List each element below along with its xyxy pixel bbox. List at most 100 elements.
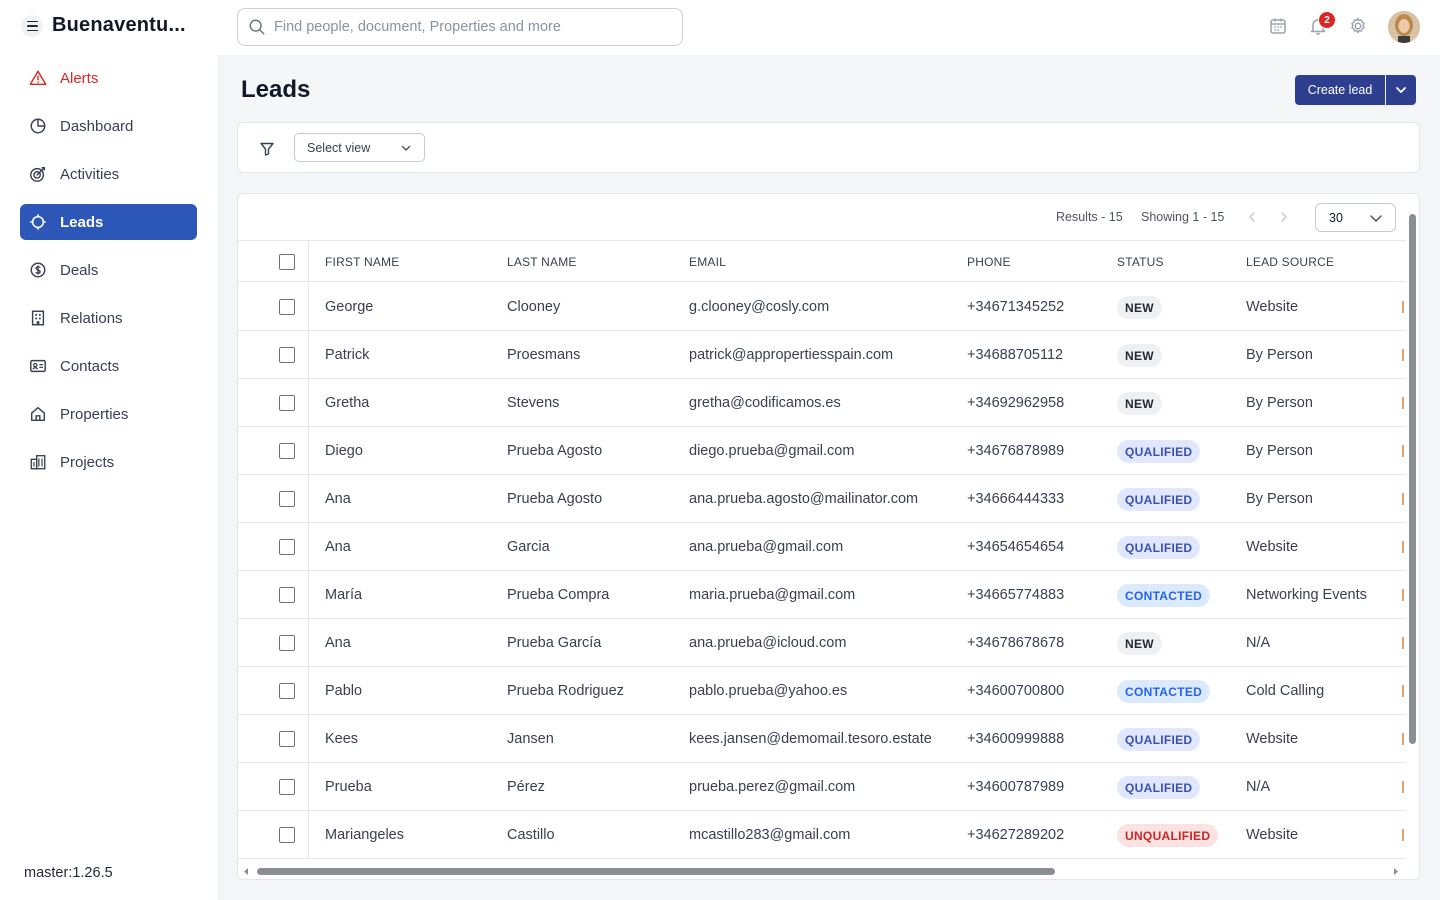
column-divider — [308, 379, 309, 426]
truncated-column-marker — [1402, 445, 1404, 457]
avatar[interactable] — [1388, 11, 1420, 43]
select-view-dropdown[interactable]: Select view — [294, 133, 425, 162]
chevron-right-icon[interactable] — [1278, 210, 1290, 224]
calendar-icon[interactable] — [1268, 16, 1288, 36]
version-label: master:1.26.5 — [24, 865, 113, 881]
cell-first-name: Kees — [325, 731, 359, 747]
column-header-phone[interactable]: PHONE — [967, 255, 1011, 269]
page-title: Leads — [241, 76, 311, 103]
sidebar-item-relations[interactable]: Relations — [20, 300, 197, 336]
chevron-down-icon — [1370, 215, 1382, 222]
vertical-scrollbar[interactable] — [1406, 200, 1419, 860]
table-row[interactable]: Mariangeles Castillo mcastillo283@gmail.co… — [238, 811, 1406, 859]
horizontal-scrollbar[interactable] — [238, 864, 1406, 878]
column-header-status[interactable]: STATUS — [1117, 255, 1164, 269]
sidebar-item-projects[interactable]: Projects — [20, 444, 197, 480]
cell-email: ana.prueba@gmail.com — [689, 539, 844, 555]
create-lead-button[interactable]: Create lead — [1295, 75, 1385, 105]
cell-last-name: Prueba Agosto — [507, 491, 603, 507]
cell-first-name: Ana — [325, 635, 351, 651]
sidebar-item-contacts[interactable]: Contacts — [20, 348, 197, 384]
target-icon — [30, 166, 46, 182]
status-badge: UNQUALIFIED — [1117, 824, 1219, 847]
row-checkbox[interactable] — [279, 731, 295, 747]
sidebar-item-dashboard[interactable]: Dashboard — [20, 108, 197, 144]
sidebar-item-label: Projects — [60, 453, 115, 471]
table-row[interactable]: María Prueba Compra maria.prueba@gmail.com… — [238, 571, 1406, 619]
table-row[interactable]: Ana Prueba García ana.prueba@icloud.com +34… — [238, 619, 1406, 667]
crosshair-icon — [30, 214, 46, 230]
sidebar-item-label: Dashboard — [60, 117, 134, 135]
menu-icon[interactable] — [21, 15, 43, 37]
table-row[interactable]: Kees Jansen kees.jansen@demomail.tesoro.es… — [238, 715, 1406, 763]
sidebar-item-label: Leads — [60, 213, 104, 231]
cell-first-name: Ana — [325, 491, 351, 507]
row-checkbox[interactable] — [279, 347, 295, 363]
sidebar-item-deals[interactable]: Deals — [20, 252, 197, 288]
cell-last-name: Prueba Compra — [507, 587, 610, 603]
column-divider — [308, 523, 309, 570]
row-checkbox[interactable] — [279, 779, 295, 795]
table-row[interactable]: Patrick Proesmans patrick@appropertiesspai… — [238, 331, 1406, 379]
row-checkbox[interactable] — [279, 683, 295, 699]
pie-chart-icon — [30, 118, 46, 134]
table-row[interactable]: George Clooney g.clooney@cosly.com +3467134… — [238, 283, 1406, 331]
select-all-checkbox[interactable] — [279, 254, 295, 270]
sidebar-item-activities[interactable]: Activities — [20, 156, 197, 192]
filter-button[interactable] — [250, 135, 284, 162]
cell-last-name: Prueba Agosto — [507, 443, 603, 459]
chevron-left-icon[interactable] — [1246, 210, 1258, 224]
row-checkbox[interactable] — [279, 299, 295, 315]
column-header-last-name[interactable]: LAST NAME — [507, 255, 577, 269]
table-row[interactable]: Gretha Stevens gretha@codificamos.es +34692… — [238, 379, 1406, 427]
row-checkbox[interactable] — [279, 539, 295, 555]
column-divider — [308, 667, 309, 714]
row-checkbox[interactable] — [279, 635, 295, 651]
table-row[interactable]: Pablo Prueba Rodriguez pablo.prueba@yahoo.… — [238, 667, 1406, 715]
cell-lead-source: N/A — [1246, 779, 1271, 795]
scroll-left-icon[interactable] — [242, 867, 250, 876]
column-header-lead-source[interactable]: LEAD SOURCE — [1246, 255, 1335, 269]
truncated-column-marker — [1402, 301, 1404, 313]
cell-lead-source: By Person — [1246, 347, 1313, 363]
per-page-value: 30 — [1329, 210, 1343, 225]
cell-lead-source: N/A — [1246, 635, 1271, 651]
row-checkbox[interactable] — [279, 443, 295, 459]
create-lead-dropdown[interactable] — [1386, 75, 1416, 105]
sidebar-item-label: Alerts — [60, 69, 99, 87]
cell-phone: +34688705112 — [967, 347, 1064, 363]
scrollbar-thumb[interactable] — [257, 868, 1055, 875]
filter-bar: Select view — [237, 122, 1420, 173]
scroll-right-icon[interactable] — [1392, 867, 1400, 876]
cell-phone: +34600999888 — [967, 731, 1065, 747]
scrollbar-thumb[interactable] — [1409, 214, 1416, 744]
column-header-first-name[interactable]: FIRST NAME — [325, 255, 400, 269]
row-checkbox[interactable] — [279, 827, 295, 843]
column-divider — [308, 475, 309, 522]
cell-phone: +34671345252 — [967, 299, 1065, 315]
cell-email: ana.prueba.agosto@mailinator.com — [689, 491, 919, 507]
search-input[interactable] — [274, 19, 654, 35]
cell-email: ana.prueba@icloud.com — [689, 635, 847, 651]
sidebar-item-leads[interactable]: Leads — [20, 204, 197, 240]
building-icon — [31, 310, 45, 326]
cell-last-name: Garcia — [507, 539, 550, 555]
row-checkbox[interactable] — [279, 395, 295, 411]
cell-first-name: Pablo — [325, 683, 363, 699]
column-divider — [308, 763, 309, 810]
table-row[interactable]: Prueba Pérez prueba.perez@gmail.com +346007… — [238, 763, 1406, 811]
search-box[interactable] — [237, 8, 683, 46]
cell-last-name: Stevens — [507, 395, 560, 411]
sidebar-item-label: Properties — [60, 405, 129, 423]
column-header-email[interactable]: EMAIL — [689, 255, 727, 269]
top-bar: Buenaventu... 2 — [0, 0, 1440, 55]
sidebar-item-properties[interactable]: Properties — [20, 396, 197, 432]
gear-icon[interactable] — [1348, 16, 1368, 36]
row-checkbox[interactable] — [279, 491, 295, 507]
row-checkbox[interactable] — [279, 587, 295, 603]
sidebar-item-alerts[interactable]: Alerts — [20, 60, 197, 96]
table-row[interactable]: Ana Garcia ana.prueba@gmail.com +3465465465… — [238, 523, 1406, 571]
per-page-select[interactable]: 30 — [1315, 203, 1396, 232]
table-row[interactable]: Diego Prueba Agosto diego.prueba@gmail.com… — [238, 427, 1406, 475]
table-row[interactable]: Ana Prueba Agosto ana.prueba.agosto@mailin… — [238, 475, 1406, 523]
